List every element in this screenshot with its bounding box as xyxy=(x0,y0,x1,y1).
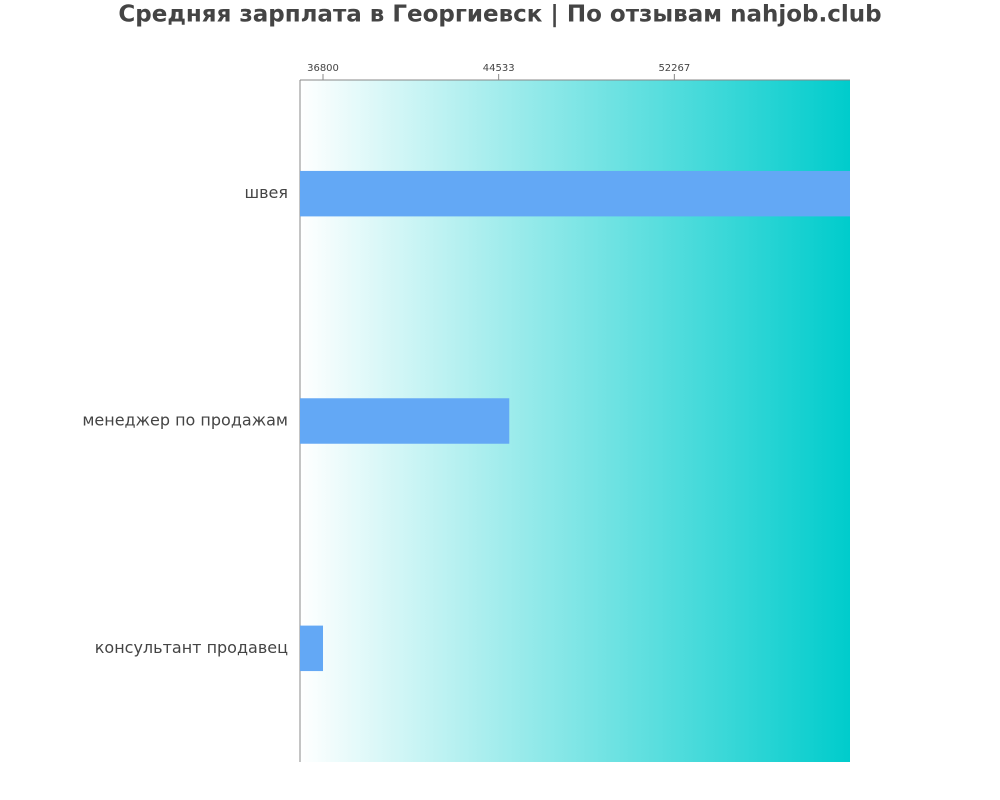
y-tick-label: менеджер по продажам xyxy=(82,411,288,430)
x-tick-label: 44533 xyxy=(483,63,515,74)
bar xyxy=(300,625,324,672)
y-tick-label: швея xyxy=(244,183,288,202)
bar xyxy=(300,398,510,444)
bar xyxy=(300,170,850,217)
y-tick-label: консультант продавец xyxy=(95,638,288,657)
x-tick-label: 36800 xyxy=(307,63,339,74)
x-tick-label: 52267 xyxy=(658,63,690,74)
chart-title: Средняя зарплата в Георгиевск | По отзыв… xyxy=(118,2,881,28)
